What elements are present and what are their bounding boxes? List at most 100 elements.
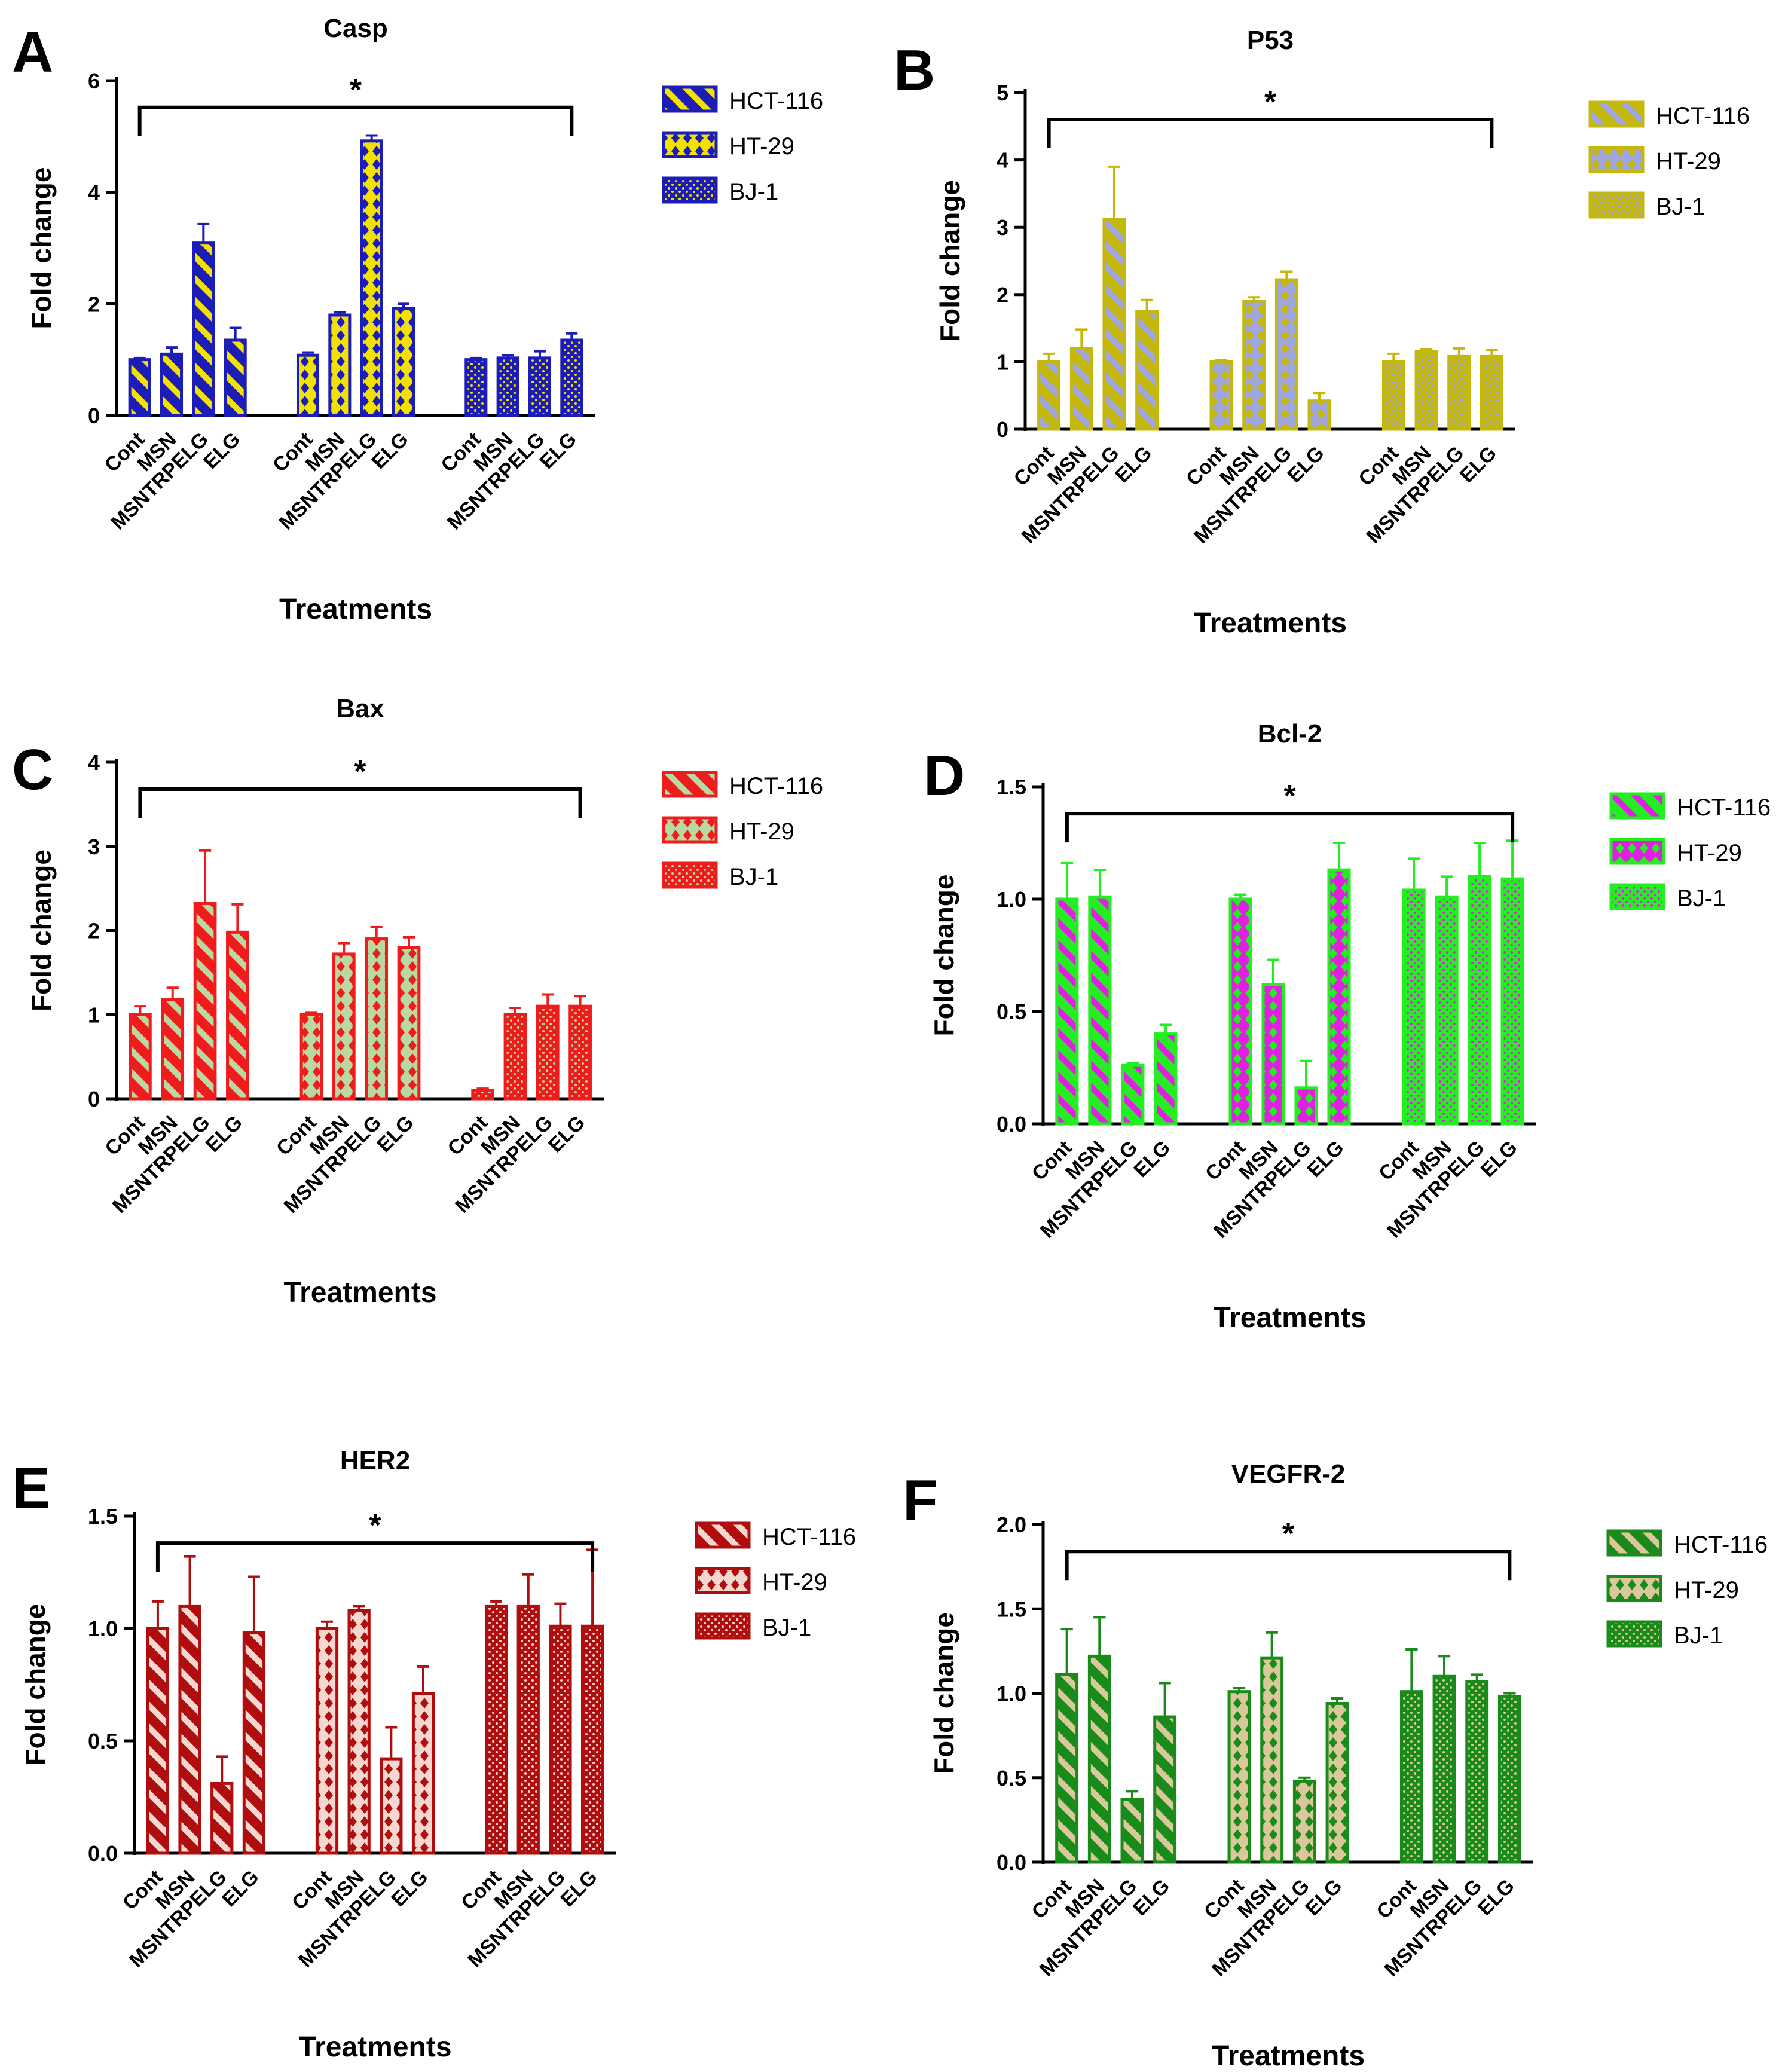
legend-swatch (662, 131, 718, 158)
significance-bracket (1047, 118, 1494, 149)
bar (161, 998, 185, 1101)
y-tick-label: 1.5 (88, 1504, 118, 1529)
legend-swatch (695, 1567, 751, 1594)
significance-bracket (155, 1541, 595, 1572)
significance-marker: * (1282, 1517, 1295, 1551)
panel-letter: B (894, 38, 935, 102)
x-tick-label: ELG (372, 1111, 418, 1157)
legend-label: HT-29 (729, 133, 794, 160)
legend-label: HCT-116 (1677, 794, 1771, 821)
chart-title: HER2 (340, 1446, 410, 1475)
panel-letter: A (12, 20, 53, 84)
chart-title: Casp (323, 14, 388, 43)
chart-title: Bcl-2 (1258, 719, 1322, 748)
legend-swatch (1588, 146, 1645, 173)
bar (1120, 1798, 1144, 1864)
bar (1228, 897, 1252, 1126)
bar (1294, 1086, 1318, 1126)
bar (580, 1624, 604, 1855)
bar (210, 1781, 234, 1855)
x-axis-label: Treatments (298, 2031, 451, 2063)
legend-swatch (1609, 883, 1665, 910)
y-tick-label: 5 (997, 81, 1008, 105)
bar (1447, 354, 1471, 431)
y-tick-label: 1.5 (997, 775, 1026, 799)
x-tick-label: ELG (556, 1866, 601, 1911)
bar (471, 1089, 494, 1101)
y-tick-label: 2 (88, 919, 100, 943)
legend-label: HT-29 (729, 818, 794, 845)
bar (560, 338, 583, 417)
x-tick-label: ELG (1456, 442, 1501, 487)
legend-swatch (662, 176, 718, 204)
bar (1468, 875, 1491, 1126)
bar (1292, 1779, 1316, 1864)
bar (1153, 1715, 1177, 1864)
bar (128, 358, 151, 417)
bar (1135, 310, 1159, 431)
legend-label: HCT-116 (1656, 103, 1750, 129)
bar (1055, 897, 1079, 1126)
y-tick-label: 2.0 (997, 1512, 1026, 1537)
y-axis-label: Fold change (934, 180, 965, 342)
y-tick-label: 2 (997, 283, 1008, 307)
panel-letter: D (924, 744, 965, 808)
legend-swatch (1606, 1575, 1662, 1602)
legend-label: HCT-116 (1674, 1532, 1768, 1558)
y-tick-label: 0.5 (997, 1766, 1026, 1790)
x-tick-label: ELG (544, 1111, 589, 1157)
bar (192, 241, 215, 417)
legend-swatch (1588, 100, 1645, 128)
significance-marker: * (1283, 779, 1296, 814)
x-axis-label: Treatments (283, 1277, 436, 1309)
legend-swatch (662, 771, 718, 798)
y-axis-label: Fold change (928, 875, 959, 1037)
bar (242, 1631, 266, 1855)
chart-title: VEGFR-2 (1231, 1459, 1346, 1489)
bar (392, 307, 415, 417)
y-tick-label: 0.5 (997, 1000, 1026, 1024)
bar (484, 1604, 508, 1855)
legend-label: HCT-116 (729, 773, 823, 799)
bar (1261, 983, 1285, 1126)
y-tick-label: 0.0 (88, 1841, 118, 1866)
y-tick-label: 1.0 (88, 1616, 118, 1641)
bar (568, 1004, 592, 1101)
y-tick-label: 2 (88, 292, 100, 316)
y-tick-label: 3 (88, 835, 100, 859)
y-tick-label: 0 (88, 1087, 100, 1111)
significance-marker: * (1264, 85, 1277, 120)
legend-label: HT-29 (1674, 1577, 1739, 1603)
bar (1088, 895, 1112, 1126)
y-tick-label: 3 (997, 215, 1008, 240)
bar (380, 1757, 403, 1855)
bar (129, 1013, 152, 1101)
significance-marker: * (354, 754, 366, 789)
significance-bracket (1065, 1550, 1512, 1581)
x-axis-label: Treatments (1212, 2040, 1365, 2072)
bar (296, 353, 320, 417)
y-tick-label: 0.0 (997, 1112, 1026, 1136)
legend-swatch (695, 1521, 751, 1549)
bar (1055, 1673, 1079, 1864)
bar (1381, 360, 1405, 431)
bar (1497, 1695, 1521, 1864)
x-tick-label: ELG (1129, 1875, 1174, 1920)
bar (1037, 360, 1061, 431)
x-axis-label: Treatments (279, 594, 432, 625)
bar (1480, 354, 1503, 431)
bar (1242, 300, 1266, 431)
y-tick-label: 1.0 (997, 1682, 1026, 1706)
bar (496, 356, 519, 417)
y-tick-label: 4 (88, 181, 100, 205)
bar (1399, 1690, 1423, 1864)
bar (1087, 1654, 1111, 1864)
bar (1432, 1674, 1456, 1864)
bar (360, 139, 383, 417)
